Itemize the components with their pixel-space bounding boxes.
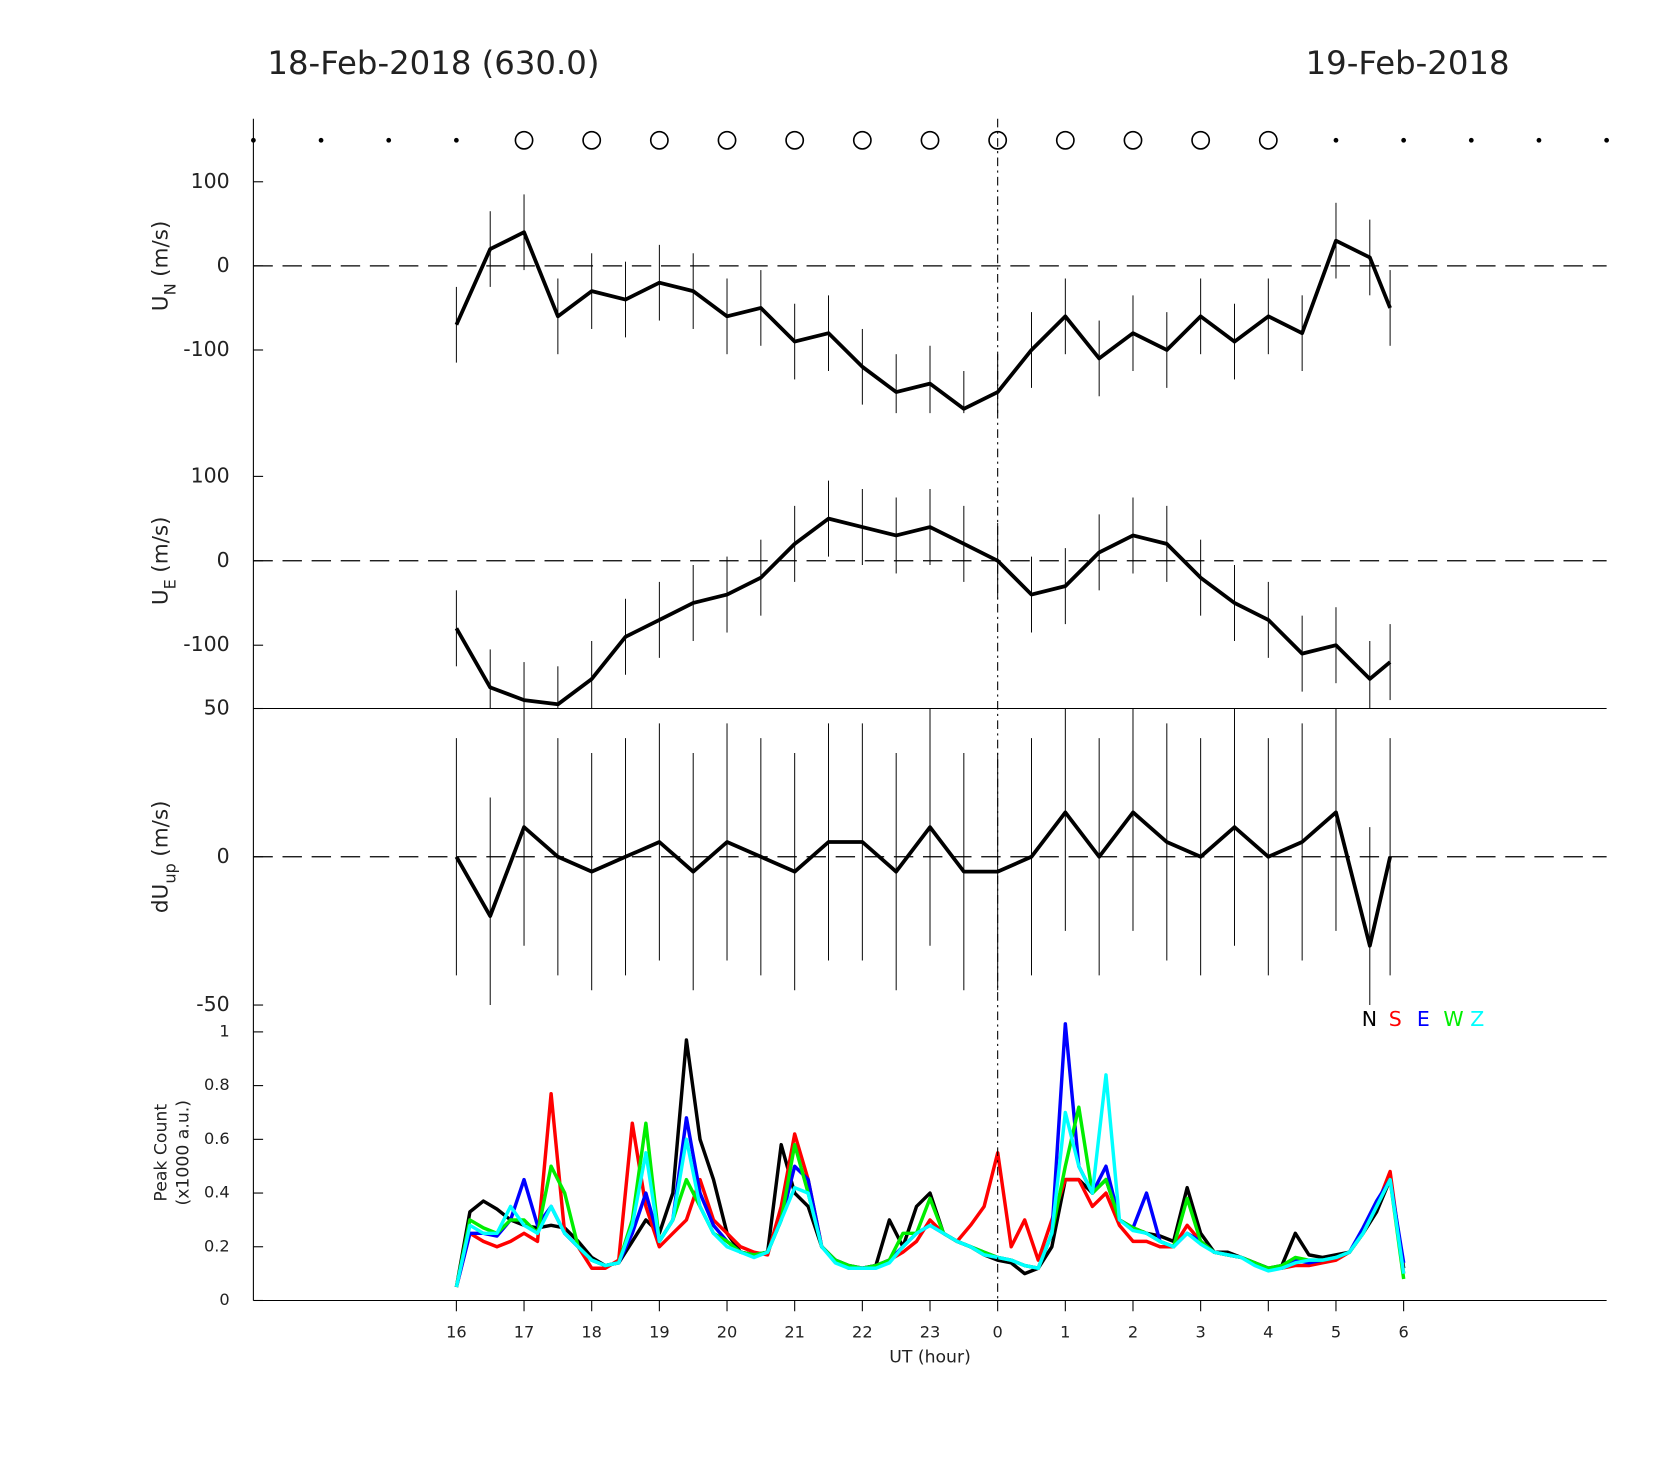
sample-dot bbox=[454, 137, 459, 143]
sample-circle bbox=[649, 130, 669, 150]
sample-dot bbox=[318, 137, 324, 143]
series-line bbox=[454, 516, 1392, 707]
panel bbox=[454, 708, 1392, 1006]
sample-circle bbox=[852, 130, 872, 150]
series-line bbox=[454, 1038, 1406, 1288]
sample-circle bbox=[717, 130, 737, 150]
y-axis-label: (x1000 a.u.) bbox=[173, 1100, 193, 1206]
y-axis-label: dUup (m/s) bbox=[149, 800, 179, 913]
sample-dot bbox=[1333, 137, 1339, 143]
y-tick-label: 0.4 bbox=[204, 1183, 230, 1202]
x-tick-label: 21 bbox=[784, 1322, 805, 1341]
x-tick-label: 17 bbox=[514, 1322, 535, 1341]
y-tick-label: -100 bbox=[183, 337, 229, 361]
x-axis-label: UT (hour) bbox=[889, 1348, 971, 1368]
series-line bbox=[454, 230, 1392, 411]
y-tick-label: 0 bbox=[217, 548, 230, 572]
sample-circle bbox=[785, 130, 805, 150]
series-line bbox=[454, 1091, 1406, 1288]
y-axis-label-sub: up bbox=[160, 863, 179, 883]
y-axis-label-main: dU bbox=[149, 884, 174, 913]
y-axis-label-main: U bbox=[149, 295, 174, 311]
x-tick-label: 5 bbox=[1331, 1322, 1341, 1341]
panel bbox=[454, 1022, 1406, 1288]
x-tick-label: 6 bbox=[1398, 1322, 1408, 1341]
legend-label: Z bbox=[1470, 1007, 1484, 1031]
legend-label: E bbox=[1417, 1007, 1430, 1031]
sample-circle bbox=[1055, 130, 1075, 150]
y-tick-label: 100 bbox=[191, 463, 230, 487]
sample-circle bbox=[514, 130, 534, 150]
y-tick-label: 50 bbox=[204, 696, 230, 720]
panel bbox=[454, 194, 1392, 414]
x-tick-label: 0 bbox=[993, 1322, 1003, 1341]
sample-dot bbox=[1401, 137, 1407, 143]
legend-label: W bbox=[1443, 1007, 1463, 1031]
series-line bbox=[454, 1073, 1406, 1288]
y-axis-label-unit: (m/s) bbox=[149, 221, 174, 277]
y-axis-label-main: U bbox=[149, 589, 174, 605]
y-axis-label: UE (m/s) bbox=[149, 516, 179, 605]
sample-circle bbox=[1191, 130, 1211, 150]
sample-dot bbox=[1604, 137, 1609, 143]
sample-dot bbox=[1536, 137, 1542, 143]
x-tick-label: 20 bbox=[717, 1322, 738, 1341]
x-tick-label: 22 bbox=[852, 1322, 873, 1341]
x-tick-label: 23 bbox=[920, 1322, 941, 1341]
y-tick-label: 0 bbox=[217, 253, 230, 277]
y-tick-label: -100 bbox=[183, 632, 229, 656]
x-tick-label: 16 bbox=[446, 1322, 467, 1341]
y-tick-label: 0.2 bbox=[204, 1236, 230, 1255]
y-axis-label-sub: E bbox=[160, 579, 179, 589]
panel bbox=[454, 480, 1392, 709]
title-left: 18-Feb-2018 (630.0) bbox=[267, 44, 599, 82]
y-tick-label: 0.8 bbox=[204, 1075, 230, 1094]
x-tick-label: 1 bbox=[1060, 1322, 1070, 1341]
series-line bbox=[454, 1022, 1406, 1288]
sample-dot bbox=[386, 137, 392, 143]
y-axis-label: UN (m/s) bbox=[149, 221, 179, 312]
series-line bbox=[454, 810, 1392, 948]
x-tick-label: 19 bbox=[649, 1322, 670, 1341]
x-tick-label: 4 bbox=[1263, 1322, 1273, 1341]
sample-circle bbox=[1123, 130, 1143, 150]
x-tick-label: 18 bbox=[581, 1322, 602, 1341]
x-tick-label: 3 bbox=[1196, 1322, 1206, 1341]
y-tick-label: 0 bbox=[217, 844, 230, 868]
sample-circle bbox=[920, 130, 940, 150]
x-tick-label: 2 bbox=[1128, 1322, 1138, 1341]
legend-label: N bbox=[1362, 1007, 1377, 1031]
sample-dot bbox=[1468, 137, 1474, 143]
y-axis-label: Peak Count bbox=[152, 1104, 172, 1202]
y-tick-label: 0 bbox=[219, 1290, 229, 1309]
y-tick-label: 0.6 bbox=[204, 1129, 230, 1148]
sample-dot bbox=[251, 137, 256, 143]
y-tick-label: 100 bbox=[191, 169, 230, 193]
legend-label: S bbox=[1389, 1007, 1402, 1031]
sample-circle bbox=[1258, 130, 1278, 150]
y-axis-label-sub: N bbox=[160, 283, 179, 295]
y-tick-label: 1 bbox=[219, 1021, 229, 1040]
y-axis-label-unit: (m/s) bbox=[149, 800, 174, 856]
title-right: 19-Feb-2018 bbox=[1306, 44, 1510, 82]
sample-circle bbox=[582, 130, 602, 150]
y-axis-label-unit: (m/s) bbox=[149, 516, 174, 572]
y-tick-label: -50 bbox=[196, 992, 229, 1016]
